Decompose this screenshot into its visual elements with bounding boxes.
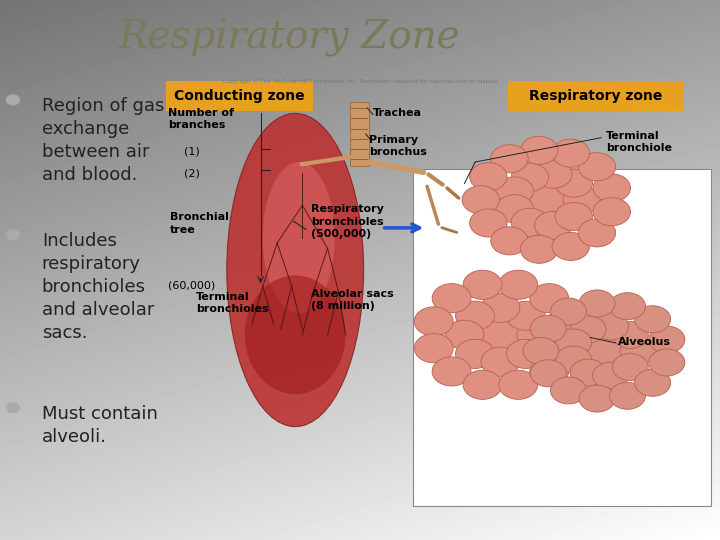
Circle shape — [456, 339, 495, 368]
Circle shape — [491, 227, 528, 255]
Circle shape — [506, 339, 545, 368]
Circle shape — [530, 360, 566, 387]
Circle shape — [496, 177, 534, 205]
Circle shape — [534, 211, 572, 239]
Circle shape — [469, 163, 507, 191]
Circle shape — [521, 136, 558, 164]
Circle shape — [528, 186, 566, 214]
Circle shape — [578, 219, 616, 247]
Circle shape — [552, 232, 590, 260]
Circle shape — [609, 293, 645, 320]
Circle shape — [491, 145, 528, 173]
Text: (60,000): (60,000) — [168, 281, 216, 291]
Circle shape — [551, 377, 587, 404]
Text: Copyright © The McGraw-Hill Companies, Inc. Permission required for reproduction: Copyright © The McGraw-Hill Companies, I… — [222, 78, 498, 84]
Circle shape — [511, 208, 549, 237]
Circle shape — [462, 186, 500, 214]
Circle shape — [579, 385, 615, 412]
Text: Terminal
bronchiole: Terminal bronchiole — [606, 131, 672, 153]
Circle shape — [612, 354, 648, 381]
Circle shape — [579, 290, 615, 317]
Circle shape — [609, 382, 645, 409]
Circle shape — [481, 293, 520, 322]
Circle shape — [530, 284, 569, 313]
Circle shape — [593, 313, 629, 340]
Text: Conducting zone: Conducting zone — [174, 89, 305, 103]
Text: Includes
respiratory
bronchioles
and alveolar
sacs.: Includes respiratory bronchioles and alv… — [42, 232, 154, 342]
Circle shape — [578, 153, 616, 181]
Circle shape — [499, 270, 538, 299]
FancyBboxPatch shape — [350, 102, 369, 166]
Text: Number of
branches: Number of branches — [168, 108, 234, 130]
Circle shape — [511, 163, 549, 191]
FancyBboxPatch shape — [413, 169, 711, 506]
Circle shape — [593, 198, 631, 226]
Circle shape — [548, 334, 587, 363]
Circle shape — [570, 316, 606, 343]
Circle shape — [6, 95, 19, 105]
Circle shape — [469, 209, 507, 237]
Ellipse shape — [227, 113, 364, 427]
Circle shape — [552, 139, 590, 167]
Text: Terminal
bronchioles: Terminal bronchioles — [196, 292, 269, 314]
Text: Alveolar sacs
(8 million): Alveolar sacs (8 million) — [311, 289, 394, 311]
Circle shape — [432, 357, 471, 386]
Circle shape — [506, 301, 545, 330]
Circle shape — [593, 174, 631, 202]
Text: (2): (2) — [184, 168, 199, 179]
Circle shape — [563, 186, 600, 214]
Circle shape — [634, 369, 670, 396]
Circle shape — [551, 298, 587, 325]
Text: Respiratory Zone: Respiratory Zone — [119, 19, 460, 57]
FancyBboxPatch shape — [166, 81, 313, 111]
FancyBboxPatch shape — [508, 81, 684, 111]
Circle shape — [530, 315, 566, 342]
Circle shape — [414, 334, 453, 363]
Text: Region of gas
exchange
between air
and blood.: Region of gas exchange between air and b… — [42, 97, 164, 184]
Text: Primary
bronchus: Primary bronchus — [369, 135, 427, 157]
Text: (1): (1) — [184, 147, 199, 157]
Text: Respiratory zone: Respiratory zone — [529, 89, 663, 103]
Circle shape — [649, 349, 685, 376]
Circle shape — [432, 284, 471, 313]
Circle shape — [548, 307, 587, 336]
Circle shape — [521, 235, 558, 264]
Text: Bronchial
tree: Bronchial tree — [170, 212, 229, 234]
Circle shape — [556, 346, 592, 373]
Circle shape — [534, 160, 572, 188]
Circle shape — [620, 338, 656, 364]
Circle shape — [456, 301, 495, 330]
Text: Trachea: Trachea — [373, 108, 422, 118]
Circle shape — [463, 370, 502, 400]
Circle shape — [593, 362, 629, 389]
Circle shape — [634, 306, 670, 333]
Ellipse shape — [245, 275, 346, 394]
Circle shape — [499, 370, 538, 400]
Circle shape — [6, 403, 19, 413]
Circle shape — [445, 320, 484, 349]
Circle shape — [517, 320, 556, 349]
Circle shape — [587, 338, 623, 364]
Circle shape — [555, 202, 593, 231]
Circle shape — [414, 307, 453, 336]
Text: Must contain
alveoli.: Must contain alveoli. — [42, 405, 158, 446]
Circle shape — [496, 194, 534, 222]
Circle shape — [481, 320, 520, 349]
Circle shape — [463, 270, 502, 299]
Circle shape — [481, 347, 520, 376]
Text: Alveolus: Alveolus — [618, 337, 671, 347]
Circle shape — [555, 169, 593, 197]
Ellipse shape — [263, 162, 335, 313]
Circle shape — [530, 357, 569, 386]
Circle shape — [570, 359, 606, 386]
Circle shape — [649, 326, 685, 353]
Text: Respiratory
bronchioles
(500,000): Respiratory bronchioles (500,000) — [311, 204, 384, 239]
Circle shape — [612, 321, 648, 348]
Circle shape — [556, 329, 592, 356]
Circle shape — [523, 338, 559, 364]
Circle shape — [6, 230, 19, 240]
